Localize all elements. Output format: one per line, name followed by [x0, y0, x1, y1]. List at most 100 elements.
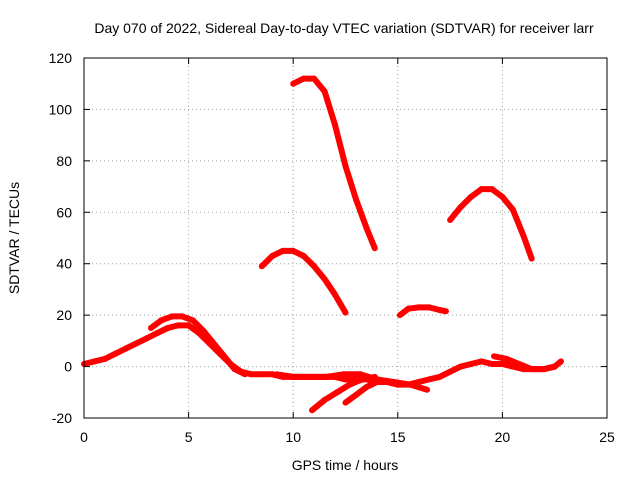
data-point — [279, 247, 286, 254]
data-point — [457, 204, 464, 211]
y-axis: -20 0 20 40 60 80 100 120 — [49, 50, 607, 426]
data-point — [321, 88, 328, 95]
data-point — [436, 307, 443, 313]
data-point — [164, 325, 171, 331]
data-point — [143, 335, 150, 342]
data-point — [468, 193, 475, 200]
y-tick-label: 0 — [64, 359, 72, 375]
data-point — [290, 373, 297, 380]
x-tick-label: 0 — [80, 429, 88, 445]
x-tick-label: 10 — [285, 429, 301, 445]
data-point — [478, 358, 485, 365]
data-point — [357, 371, 364, 378]
data-point — [221, 353, 228, 360]
data-point — [503, 355, 510, 362]
data-point — [321, 276, 328, 283]
data-point — [258, 263, 265, 270]
data-point — [231, 366, 238, 373]
y-tick-label: 40 — [56, 256, 72, 272]
data-point — [424, 386, 431, 393]
data-point — [290, 80, 297, 87]
data-point — [557, 358, 564, 365]
y-tick-label: 120 — [49, 50, 73, 66]
data-point — [175, 322, 182, 329]
data-point — [516, 361, 523, 367]
plot-frame — [83, 57, 608, 419]
data-point — [342, 163, 349, 169]
data-point — [112, 350, 119, 357]
data-point — [478, 186, 485, 193]
y-tick-label: 60 — [56, 204, 72, 220]
series-track-2 — [147, 313, 249, 378]
data-point — [179, 313, 186, 320]
series-arc-3 — [447, 186, 535, 262]
data-point — [396, 312, 403, 319]
series-line — [447, 186, 535, 260]
y-tick-label: 100 — [49, 101, 73, 117]
data-point — [491, 353, 498, 360]
data-point — [436, 373, 443, 380]
x-tick-label: 5 — [185, 429, 193, 445]
data-point — [306, 373, 313, 380]
data-point — [185, 322, 192, 329]
data-point — [133, 340, 140, 347]
data-point — [528, 255, 535, 262]
data-point — [352, 391, 359, 398]
data-point — [311, 75, 318, 82]
data-point — [447, 368, 454, 375]
data-point — [101, 355, 108, 362]
data-point — [359, 376, 366, 383]
data-point — [541, 366, 548, 373]
x-axis: 0 5 10 15 20 25 — [80, 58, 615, 445]
data-point — [442, 308, 449, 315]
data-point — [373, 379, 380, 385]
y-tick-label: 20 — [56, 307, 72, 323]
x-tick-label: 15 — [390, 429, 406, 445]
data-point — [189, 317, 196, 324]
data-point — [122, 345, 129, 352]
data-point — [342, 309, 349, 316]
data-point — [342, 399, 349, 406]
data-point — [447, 217, 454, 223]
data-point — [346, 381, 353, 388]
y-tick-label: 80 — [56, 153, 72, 169]
data-point — [488, 361, 495, 367]
data-point — [405, 305, 412, 312]
series-track-5 — [342, 379, 401, 406]
data-point — [394, 381, 401, 388]
series-line — [259, 247, 349, 315]
grid-lines — [84, 58, 607, 418]
x-axis-label: GPS time / hours — [292, 457, 399, 473]
series-arc-2 — [258, 247, 349, 316]
data-point — [551, 363, 558, 370]
data-point — [168, 313, 175, 320]
data-point — [273, 371, 280, 378]
data-point — [154, 330, 161, 337]
data-point — [210, 340, 217, 347]
data-point — [499, 361, 506, 367]
data-point — [426, 304, 433, 311]
data-point — [323, 373, 330, 380]
series-arc-4 — [396, 304, 449, 319]
data-point — [332, 121, 339, 128]
data-point — [363, 224, 370, 231]
data-point — [332, 291, 339, 298]
series-track-4 — [309, 373, 378, 414]
data-point — [269, 253, 276, 259]
data-point — [242, 371, 249, 378]
data-point — [200, 327, 207, 334]
y-axis-label: SDTVAR / TECUs — [6, 182, 22, 294]
data-point — [407, 381, 414, 388]
data-point — [499, 193, 506, 200]
data-point — [371, 245, 378, 252]
x-tick-label: 25 — [599, 429, 615, 445]
data-point — [269, 371, 276, 378]
data-point — [426, 376, 433, 383]
data-point — [300, 75, 307, 82]
data-point — [147, 325, 154, 331]
data-point — [384, 379, 391, 385]
data-point — [371, 373, 378, 380]
data-point — [300, 253, 307, 259]
series-arc-1 — [290, 75, 378, 252]
